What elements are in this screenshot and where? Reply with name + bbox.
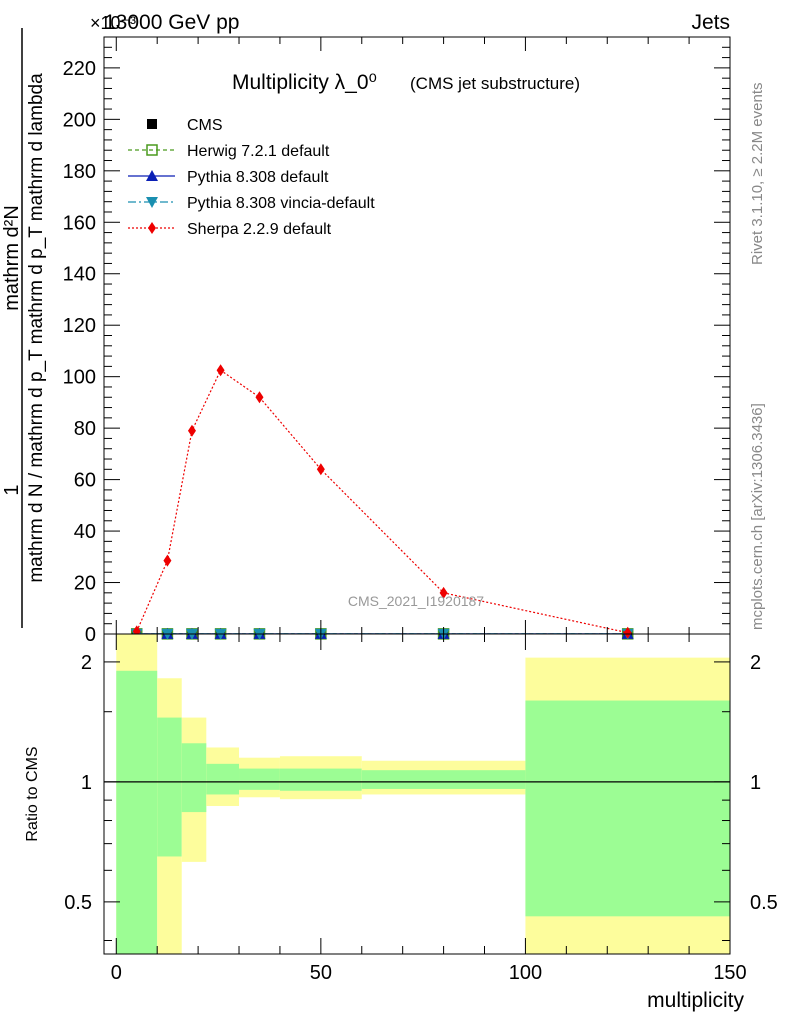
ratio-frame bbox=[103, 633, 731, 955]
sherpa-2-2-9-default-point bbox=[163, 554, 172, 567]
rivet-label: Rivet 3.1.10, ≥ 2.2M events bbox=[749, 83, 766, 266]
x-tick-label: 0 bbox=[111, 962, 122, 984]
sherpa-2-2-9-default-point bbox=[255, 391, 264, 404]
ratio-y-tick-label-right: 0.5 bbox=[750, 892, 778, 914]
x-axis-label: multiplicity bbox=[647, 989, 744, 1012]
sherpa-2-2-9-default-point bbox=[216, 364, 225, 377]
analysis-watermark: CMS_2021_I1920187 bbox=[348, 593, 484, 609]
y-exponent-label: ×10⁻³ bbox=[90, 13, 136, 33]
y-tick-label: 120 bbox=[63, 315, 96, 337]
y-tick-label: 80 bbox=[74, 418, 96, 440]
y-label-numerator: 1 bbox=[1, 484, 23, 495]
main-panel: 0 20 40 60 80 100 120 140 160 180 200 220 CMS_2021_… bbox=[1, 28, 731, 646]
y-tick-label: 60 bbox=[74, 470, 96, 492]
beam-label: 13000 GeV pp bbox=[104, 11, 239, 34]
legend-marker-pythia-8-308-vincia-default bbox=[146, 197, 158, 208]
y-tick-label: 200 bbox=[63, 109, 96, 131]
ratio-axes: 0.5 0.5 1 1 2 2 0 50 100 150 bbox=[64, 634, 778, 984]
ratio-y-tick-label: 2 bbox=[81, 652, 92, 674]
ratio-inner-band bbox=[206, 763, 240, 795]
y-label-denominator: mathrm d N / mathrm d p_T mathrm d p_T m… bbox=[26, 73, 47, 583]
sherpa-2-2-9-default-point bbox=[623, 626, 632, 639]
y-tick-label: 40 bbox=[74, 521, 96, 543]
ratio-panel: 0.5 0.5 1 1 2 2 0 50 100 150 Ratio to CMS multipl… bbox=[24, 633, 778, 1012]
main-y-axis: 0 20 40 60 80 100 120 140 160 180 200 220 bbox=[63, 36, 731, 646]
legend-label-sherpa-2-2-9-default: Sherpa 2.2.9 default bbox=[187, 221, 332, 238]
y-tick-label: 160 bbox=[63, 212, 96, 234]
x-tick-label: 50 bbox=[310, 962, 332, 984]
ratio-inner-band bbox=[361, 770, 526, 789]
legend-label-pythia-8-308-default: Pythia 8.308 default bbox=[187, 169, 329, 186]
ratio-inner-band bbox=[525, 700, 730, 917]
ratio-y-tick-label: 0.5 bbox=[64, 892, 92, 914]
legend-label-herwig-7-2-1-default: Herwig 7.2.1 default bbox=[187, 143, 330, 160]
ratio-inner-band bbox=[157, 717, 182, 857]
legend-label-pythia-8-308-vincia-default: Pythia 8.308 vincia-default bbox=[187, 195, 375, 212]
legend-marker-cms bbox=[147, 119, 157, 129]
chart-subtitle: (CMS jet substructure) bbox=[410, 74, 580, 93]
x-tick-label: 100 bbox=[509, 962, 542, 984]
y-tick-label: 0 bbox=[85, 624, 96, 646]
ratio-inner-band bbox=[181, 743, 207, 813]
ratio-inner-band bbox=[116, 670, 158, 954]
ratio-y-tick-label-right: 2 bbox=[750, 652, 761, 674]
sherpa-2-2-9-default-point bbox=[439, 586, 448, 599]
legend-label-cms: CMS bbox=[187, 117, 223, 134]
y-label-top: mathrm d²N bbox=[1, 205, 23, 311]
legend-marker-herwig-7-2-1-default bbox=[146, 144, 158, 156]
legend-marker-pythia-8-308-default bbox=[146, 170, 158, 181]
process-label: Jets bbox=[691, 11, 730, 34]
ratio-y-tick-label-right: 1 bbox=[750, 772, 761, 794]
ratio-bands bbox=[104, 634, 730, 954]
ratio-y-tick-label: 1 bbox=[81, 772, 92, 794]
y-tick-label: 220 bbox=[63, 58, 96, 80]
ratio-inner-band bbox=[279, 768, 362, 791]
sherpa-2-2-9-default-point bbox=[187, 424, 196, 437]
mcplots-label: mcplots.cern.ch [arXiv:1306.3436] bbox=[749, 403, 766, 630]
chart-title: Multiplicity λ_0⁰ bbox=[232, 71, 377, 94]
x-tick-label: 150 bbox=[713, 962, 746, 984]
sherpa-2-2-9-default-point bbox=[316, 463, 325, 476]
ratio-y-label: Ratio to CMS bbox=[24, 746, 41, 841]
ratio-inner-band bbox=[239, 768, 280, 790]
y-tick-label: 100 bbox=[63, 367, 96, 389]
legend-marker-sherpa-2-2-9-default bbox=[148, 222, 156, 234]
y-tick-label: 180 bbox=[63, 161, 96, 183]
y-tick-label: 20 bbox=[74, 573, 96, 595]
legend: CMS Herwig 7.2.1 default Pythia 8.308 defa… bbox=[128, 117, 375, 238]
y-tick-label: 140 bbox=[63, 264, 96, 286]
